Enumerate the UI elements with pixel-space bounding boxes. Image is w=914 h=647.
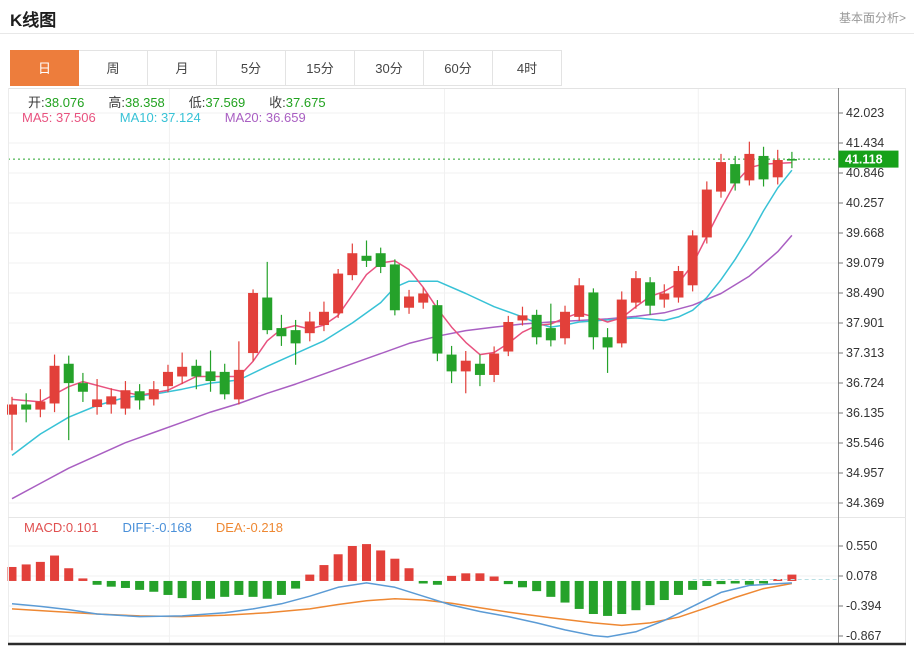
legend-ma5: MA5: 37.506 xyxy=(22,110,96,125)
tab-5min[interactable]: 5分 xyxy=(217,50,286,86)
svg-text:40.846: 40.846 xyxy=(846,166,884,180)
legend-ma10: MA10: 37.124 xyxy=(119,110,201,125)
ma-legend: MA5: 37.506 MA10: 37.124 MA20: 36.659 xyxy=(22,110,330,125)
svg-text:39.079: 39.079 xyxy=(846,256,884,270)
macd-layer xyxy=(7,544,838,638)
tab-4hour[interactable]: 4时 xyxy=(493,50,562,86)
tab-15min[interactable]: 15分 xyxy=(286,50,355,86)
svg-text:37.901: 37.901 xyxy=(846,316,884,330)
svg-text:40.257: 40.257 xyxy=(846,196,884,210)
tab-month[interactable]: 月 xyxy=(148,50,217,86)
fundamental-analysis-link[interactable]: 基本面分析> xyxy=(838,11,906,25)
grid-layer xyxy=(8,89,838,643)
legend-macd: MACD:0.101 xyxy=(24,520,99,535)
svg-text:38.490: 38.490 xyxy=(846,286,884,300)
svg-text:36.724: 36.724 xyxy=(846,376,884,390)
chart-canvas[interactable]: 42.023 41.434 40.846 40.257 39.668 39.079 38.4… xyxy=(0,88,914,647)
tab-day[interactable]: 日 xyxy=(10,50,79,86)
legend-dea: DEA:-0.218 xyxy=(215,520,284,535)
ohlc-legend: 开:38.076 高:38.358 低:37.569 收:37.675 xyxy=(28,92,350,111)
svg-text:37.313: 37.313 xyxy=(846,346,884,360)
svg-text:36.135: 36.135 xyxy=(846,406,884,420)
svg-text:39.668: 39.668 xyxy=(846,226,884,240)
page-title: K线图 xyxy=(10,11,57,30)
tab-60min[interactable]: 60分 xyxy=(424,50,493,86)
legend-diff: DIFF:-0.168 xyxy=(122,520,192,535)
header-divider xyxy=(0,33,914,34)
period-tabs: 日 周 月 5分 15分 30分 60分 4时 xyxy=(10,50,562,86)
legend-open: 开:38.076 xyxy=(28,95,85,110)
svg-text:41.118: 41.118 xyxy=(845,153,883,167)
svg-text:42.023: 42.023 xyxy=(846,106,884,120)
svg-text:-0.867: -0.867 xyxy=(846,629,881,643)
macd-legend: MACD:0.101 DIFF:-0.168 DEA:-0.218 xyxy=(24,520,307,535)
tab-week[interactable]: 周 xyxy=(79,50,148,86)
current-price-marker: 41.118 xyxy=(838,150,899,168)
legend-low: 低:37.569 xyxy=(188,95,246,110)
svg-text:41.434: 41.434 xyxy=(846,136,884,150)
tab-30min[interactable]: 30分 xyxy=(355,50,424,86)
price-axis: 42.023 41.434 40.846 40.257 39.668 39.079 38.4… xyxy=(8,88,906,646)
svg-text:34.957: 34.957 xyxy=(846,466,884,480)
svg-text:0.550: 0.550 xyxy=(846,539,877,553)
legend-high: 高:38.358 xyxy=(108,95,165,110)
legend-close: 收:37.675 xyxy=(269,95,326,110)
kline-chart[interactable]: 42.023 41.434 40.846 40.257 39.668 39.079 38.4… xyxy=(0,88,914,647)
svg-text:0.078: 0.078 xyxy=(846,569,877,583)
legend-ma20: MA20: 36.659 xyxy=(224,110,306,125)
candles-layer xyxy=(7,141,838,500)
ma10-line xyxy=(11,169,793,456)
ma20-line xyxy=(11,234,793,500)
svg-text:-0.394: -0.394 xyxy=(846,599,881,613)
svg-text:34.369: 34.369 xyxy=(846,496,884,510)
svg-text:35.546: 35.546 xyxy=(846,436,884,450)
diff-line xyxy=(11,582,792,638)
